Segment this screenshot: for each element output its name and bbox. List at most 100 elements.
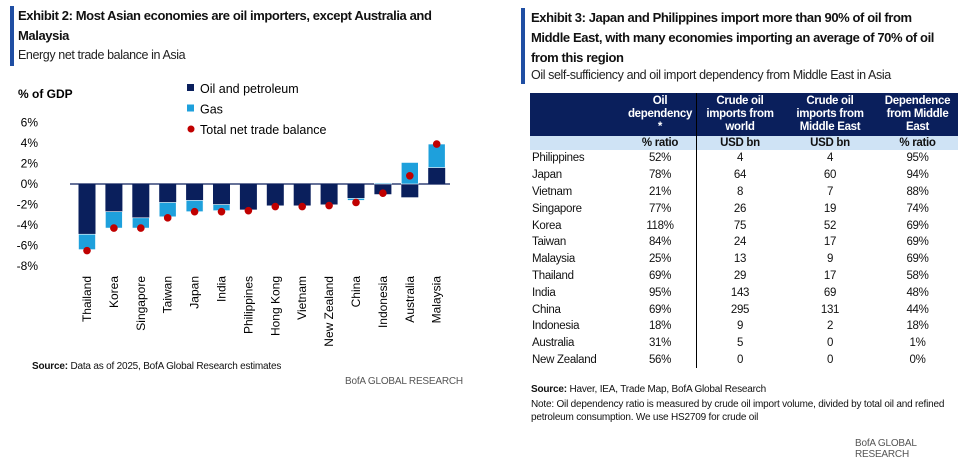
value-cell: 0%	[909, 353, 926, 366]
source-text: Data as of 2025, BofA Global Research es…	[70, 361, 282, 372]
value-cell: 48%	[906, 286, 929, 299]
dot-total-balance	[137, 224, 145, 232]
table-row: Thailand 69% 29 17 58%	[530, 267, 958, 285]
y-axis-label: % of GDP	[18, 87, 73, 101]
value-cell: 5	[696, 334, 783, 352]
country-cell: New Zealand	[532, 353, 597, 366]
y-tick-label: 0%	[21, 177, 39, 191]
dot-total-balance	[379, 189, 387, 198]
value-cell: 19	[823, 202, 837, 215]
value-cell: 0	[826, 337, 834, 350]
legend-dot	[187, 125, 195, 133]
country-cell: Korea	[532, 219, 562, 232]
value-cell: 69%	[906, 236, 929, 249]
value-cell: 25%	[648, 253, 672, 266]
value-cell: 1%	[909, 337, 926, 350]
dot-total-balance	[432, 140, 441, 148]
oil-dependency-table: Oil dependency * Crude oil imports from …	[530, 93, 958, 369]
x-tick-label: Japan	[188, 276, 202, 309]
bar-oil-petroleum	[239, 184, 257, 210]
energy-trade-chart: % of GDP 6% 4% 2% 0% -2% -4% -6% -8% Oil and petr…	[17, 82, 450, 347]
value-cell: 2	[826, 320, 834, 333]
unit: USD bn	[696, 136, 783, 150]
title-accent-bar	[521, 8, 525, 84]
x-tick-label: Hong Kong	[268, 276, 282, 336]
value-cell: 9	[696, 317, 783, 335]
exhibit-3-source: Source: Haver, IEA, Trade Map, BofA Glob…	[531, 384, 766, 395]
y-tick-label: -6%	[17, 239, 39, 253]
x-tick-label: Korea	[107, 276, 121, 308]
table-row: Japan 78% 64 60 94%	[530, 166, 958, 184]
units-row: % ratio USD bn USD bn % ratio	[530, 136, 958, 150]
table-row: Philippines 52% 4 4 95%	[530, 150, 958, 167]
table-row: Vietnam 21% 8 7 88%	[530, 183, 958, 201]
bar-oil-petroleum	[293, 184, 311, 206]
exhibit-2-source: Source: Data as of 2025, BofA Global Res…	[32, 361, 281, 372]
header-dependence-middle-east: Dependence from Middle East	[877, 93, 958, 136]
table-row: New Zealand 56% 0 0 0%	[530, 351, 958, 369]
dot-total-balance	[352, 198, 360, 207]
y-tick-label: -4%	[17, 218, 39, 232]
country-cell: China	[532, 303, 561, 316]
y-tick-label: -2%	[17, 198, 39, 212]
value-cell: 118%	[646, 219, 674, 232]
x-tick-label: China	[349, 276, 363, 308]
exhibit-3-note: Note: Oil dependency ratio is measured b…	[531, 399, 945, 423]
value-cell: 29	[696, 267, 783, 285]
table-row: Malaysia 25% 13 9 69%	[530, 250, 958, 268]
bar-oil-petroleum	[401, 184, 419, 198]
value-cell: 77%	[648, 202, 672, 215]
value-cell: 31%	[648, 337, 672, 350]
value-cell: 78%	[648, 169, 672, 182]
source-label: Source:	[32, 361, 68, 372]
bar-oil-petroleum	[78, 184, 96, 235]
value-cell: 18%	[906, 320, 929, 333]
source-label: Source:	[531, 384, 567, 395]
bar-gas	[374, 182, 392, 185]
header-imports-world: Crude oil imports from world	[696, 93, 783, 136]
header-country	[530, 93, 624, 136]
unit: % ratio	[877, 136, 958, 150]
dot-total-balance	[271, 202, 280, 211]
value-cell: 18%	[648, 320, 672, 333]
unit: USD bn	[783, 136, 877, 150]
exhibit-2-title: Exhibit 2: Most Asian economies are oil …	[18, 8, 432, 43]
value-cell: 21%	[648, 185, 672, 198]
y-tick-label: 6%	[21, 116, 39, 130]
value-cell: 0	[696, 351, 783, 369]
value-cell: 52%	[648, 152, 672, 165]
dot-total-balance	[325, 201, 333, 210]
x-tick-label: New Zealand	[322, 276, 336, 347]
country-cell: Indonesia	[532, 320, 580, 333]
x-tick-label: Vietnam	[295, 276, 309, 320]
value-cell: 24	[696, 233, 783, 251]
value-cell: 26	[696, 200, 783, 218]
exhibit-3-title: Exhibit 3: Japan and Philippines import …	[531, 10, 935, 65]
country-cell: Vietnam	[532, 185, 572, 198]
country-cell: Thailand	[532, 269, 574, 282]
header-imports-middle-east: Crude oil imports from Middle East	[783, 93, 877, 136]
value-cell: 52	[823, 219, 837, 232]
value-cell: 4	[826, 152, 834, 165]
value-cell: 44%	[906, 303, 929, 316]
legend-swatch	[187, 84, 194, 91]
country-cell: Malaysia	[532, 253, 575, 266]
table-row: India 95% 143 69 48%	[530, 284, 958, 302]
x-tick-label: India	[215, 276, 229, 302]
value-cell: 69%	[648, 303, 672, 316]
x-tick-label: Singapore	[134, 276, 148, 331]
dot-total-balance	[163, 214, 172, 222]
bar-oil-petroleum	[105, 184, 123, 212]
x-tick-label: Australia	[403, 276, 417, 323]
units-blank	[530, 136, 624, 150]
legend-swatch	[187, 104, 194, 112]
x-tick-label: Taiwan	[161, 276, 175, 313]
dot-total-balance	[83, 246, 91, 255]
dot-total-balance	[298, 202, 307, 211]
bar-oil-petroleum	[132, 184, 150, 218]
y-tick-label: 4%	[21, 136, 39, 150]
unit: % ratio	[624, 136, 697, 150]
country-cell: India	[532, 286, 556, 299]
value-cell: 7	[826, 185, 834, 198]
bar-oil-petroleum	[159, 184, 177, 203]
